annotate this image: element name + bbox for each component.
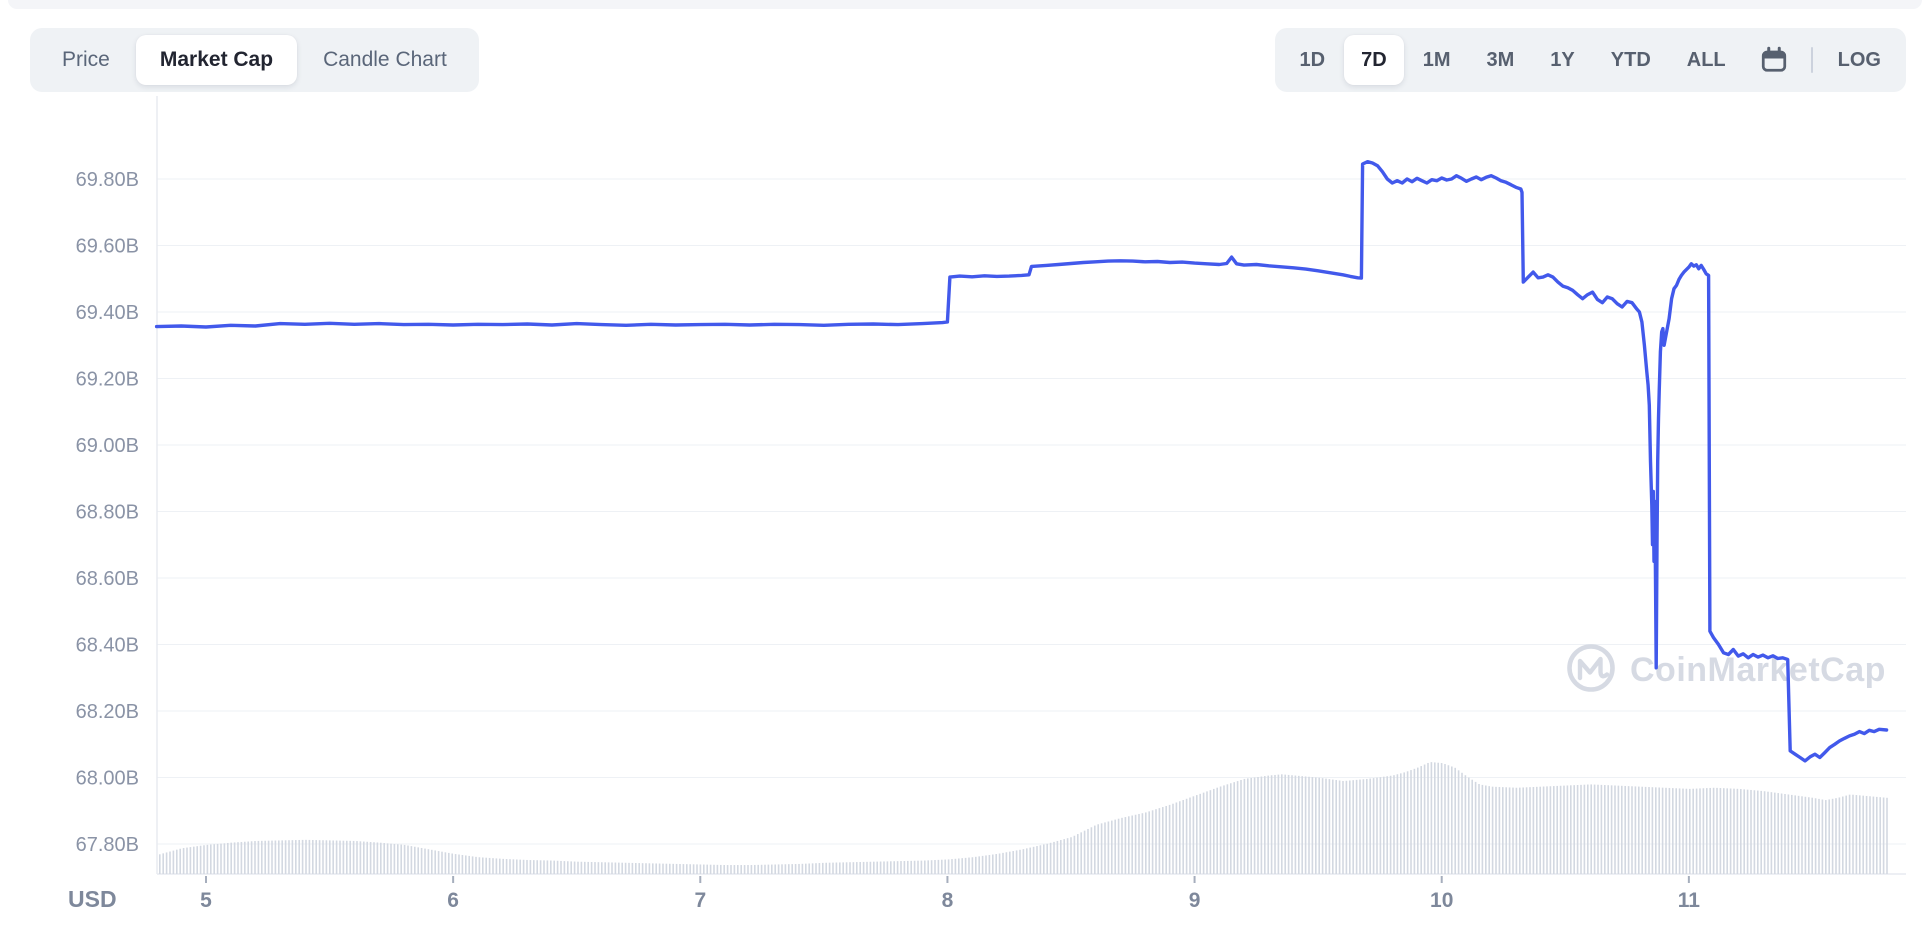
range-all-button[interactable]: ALL	[1670, 35, 1743, 85]
svg-text:6: 6	[447, 889, 459, 912]
svg-text:5: 5	[200, 889, 212, 912]
svg-text:68.60B: 68.60B	[76, 568, 139, 590]
range-3m-button[interactable]: 3M	[1470, 35, 1532, 85]
svg-text:69.20B: 69.20B	[76, 369, 139, 391]
tab-candle-chart[interactable]: Candle Chart	[299, 35, 471, 85]
svg-text:9: 9	[1189, 889, 1201, 912]
svg-text:68.40B: 68.40B	[76, 635, 139, 657]
svg-text:8: 8	[942, 889, 954, 912]
tab-price[interactable]: Price	[38, 35, 134, 85]
calendar-icon	[1759, 45, 1789, 75]
svg-text:69.80B: 69.80B	[76, 169, 139, 191]
svg-text:68.80B: 68.80B	[76, 502, 139, 524]
range-1m-button[interactable]: 1M	[1406, 35, 1468, 85]
log-scale-button[interactable]: LOG	[1821, 35, 1898, 85]
gridlines	[156, 96, 1906, 875]
range-1d-button[interactable]: 1D	[1283, 35, 1343, 85]
custom-date-range-button[interactable]	[1745, 35, 1803, 85]
svg-text:68.20B: 68.20B	[76, 701, 139, 723]
svg-text:10: 10	[1430, 889, 1453, 912]
coinmarketcap-logo-m	[1577, 656, 1610, 681]
top-edge-strip	[8, 0, 1922, 9]
toolbar-divider	[1810, 47, 1813, 73]
svg-text:69.40B: 69.40B	[76, 302, 139, 324]
svg-text:68.00B: 68.00B	[76, 768, 139, 790]
x-axis: 5 6 7 8 9 10 11	[200, 876, 1700, 912]
tab-market-cap[interactable]: Market Cap	[135, 35, 298, 85]
range-7d-button[interactable]: 7D	[1344, 35, 1404, 85]
svg-text:67.80B: 67.80B	[76, 834, 139, 856]
svg-text:11: 11	[1678, 889, 1701, 912]
y-axis-labels: 69.80B 69.60B 69.40B 69.20B 69.00B 68.80B 68.6…	[76, 169, 139, 856]
range-ytd-button[interactable]: YTD	[1594, 35, 1668, 85]
svg-text:7: 7	[694, 889, 706, 912]
range-1y-button[interactable]: 1Y	[1533, 35, 1591, 85]
svg-text:69.60B: 69.60B	[76, 236, 139, 258]
volume-bars	[159, 762, 1888, 874]
coinmarketcap-logo-icon	[1567, 644, 1615, 692]
time-range-toolbar: 1D 7D 1M 3M 1Y YTD ALL LOG	[1274, 28, 1906, 92]
chart-type-tabs: Price Market Cap Candle Chart	[30, 28, 479, 92]
market-cap-line	[154, 160, 1889, 763]
currency-unit-label: USD	[68, 886, 117, 912]
svg-text:69.00B: 69.00B	[76, 435, 139, 457]
